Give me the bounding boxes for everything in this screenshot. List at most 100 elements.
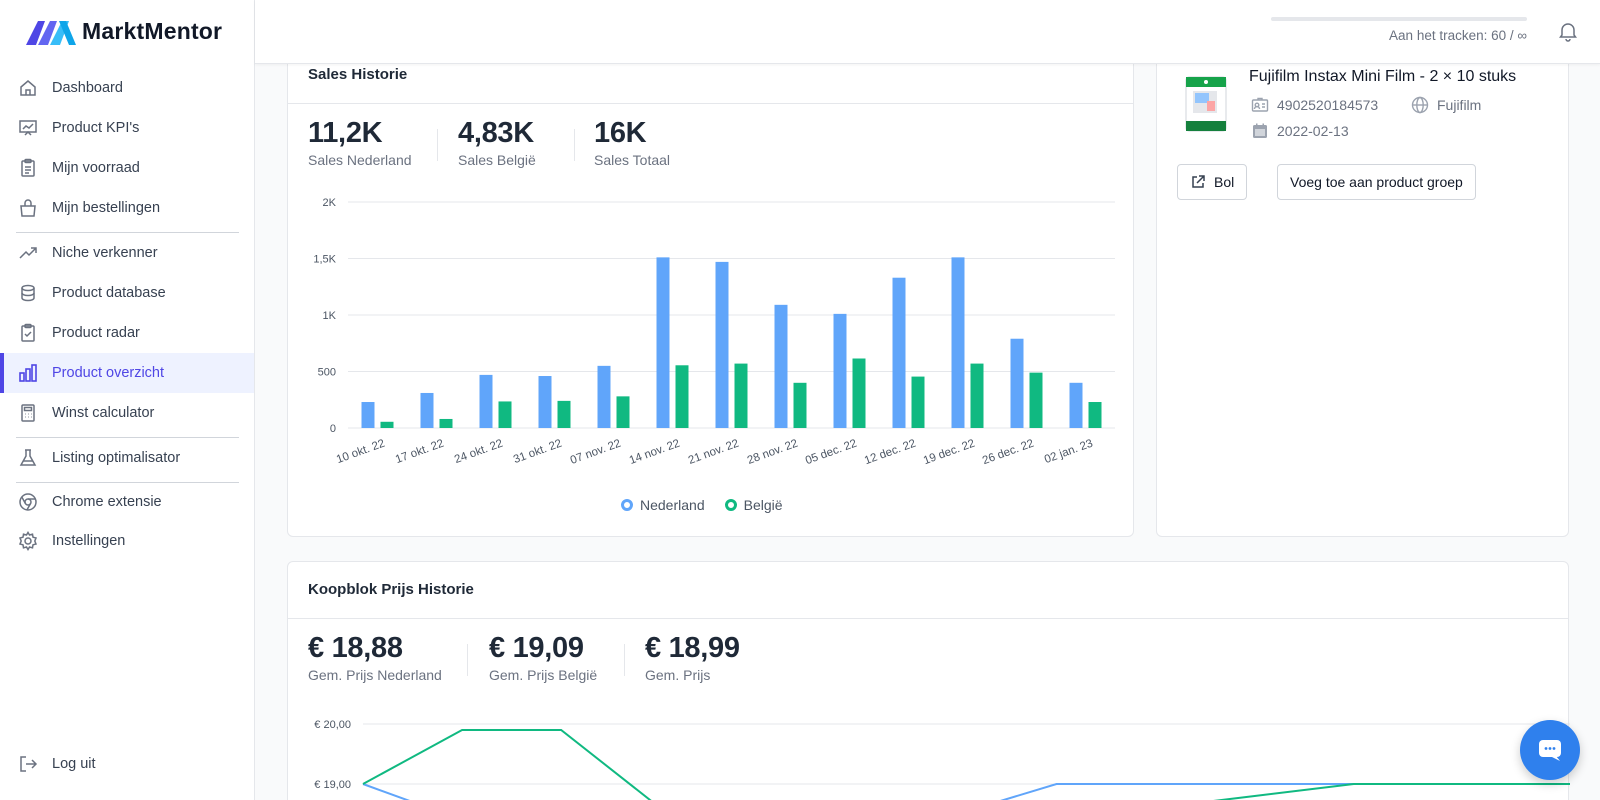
sidebar-item-label: Listing optimalisator — [52, 450, 181, 466]
bar-belgie[interactable] — [380, 421, 394, 428]
product-date: 2022-02-13 — [1251, 122, 1349, 140]
stat-value: 16K — [594, 117, 647, 149]
bol-link-button[interactable]: Bol — [1177, 164, 1248, 200]
home-icon — [18, 78, 38, 98]
logout-label: Log uit — [52, 756, 96, 772]
stat-divider — [624, 644, 625, 676]
bar-nederland[interactable] — [951, 257, 965, 428]
bar-belgie[interactable] — [439, 418, 453, 428]
x-tick-label: 07 nov. 22 — [569, 438, 623, 467]
y-tick-label: 1K — [323, 310, 337, 322]
stat-divider — [467, 644, 468, 676]
price-line-0[interactable] — [362, 783, 1570, 800]
sidebar: MarktMentor Dashboard Product KPI's Mijn… — [0, 0, 255, 800]
bar-nederland[interactable] — [656, 257, 670, 428]
y-tick-label: € 19,00 — [314, 779, 351, 791]
sidebar-item-chrome-extensie[interactable]: Chrome extensie — [0, 482, 254, 522]
product-ean-value: 4902520184573 — [1277, 97, 1379, 113]
bar-nederland[interactable] — [715, 261, 729, 428]
product-image — [1185, 75, 1227, 133]
logout-icon — [18, 754, 38, 774]
bar-belgie[interactable] — [852, 358, 866, 428]
stat-sales-total: 16K Sales Totaal — [594, 117, 670, 168]
bar-nederland[interactable] — [892, 277, 906, 428]
bar-nederland[interactable] — [1010, 338, 1024, 428]
sidebar-item-product-kpis[interactable]: Product KPI's — [0, 108, 254, 148]
tracking-progress-bar — [1271, 17, 1527, 21]
app-name: MarktMentor — [82, 18, 223, 44]
stat-divider — [437, 129, 438, 161]
sidebar-divider — [16, 437, 239, 438]
bar-belgie[interactable] — [793, 382, 807, 428]
y-tick-label: 0 — [330, 423, 336, 435]
sidebar-item-label: Chrome extensie — [52, 494, 162, 510]
bar-belgie[interactable] — [1029, 372, 1043, 428]
bar-nederland[interactable] — [833, 313, 847, 428]
trending-up-icon — [18, 243, 38, 263]
product-brand-value: Fujifilm — [1437, 97, 1482, 113]
add-to-product-group-button[interactable]: Voeg toe aan product groep — [1277, 164, 1476, 200]
chart-legend: Nederland België — [621, 497, 783, 513]
stat-sales-be: 4,83K Sales België — [458, 117, 536, 168]
sidebar-item-product-radar[interactable]: Product radar — [0, 313, 254, 353]
legend-item-nederland[interactable]: Nederland — [621, 497, 705, 513]
bar-belgie[interactable] — [498, 401, 512, 428]
bar-nederland[interactable] — [420, 392, 434, 428]
legend-item-belgie[interactable]: België — [724, 497, 783, 513]
bar-nederland[interactable] — [1069, 382, 1083, 428]
card-title: Sales Historie — [308, 66, 408, 83]
price-line-1[interactable] — [362, 729, 1570, 800]
stat-value: € 19,09 — [489, 632, 584, 664]
notifications-button[interactable] — [1557, 20, 1579, 47]
chat-button[interactable] — [1520, 720, 1580, 780]
sidebar-item-niche-verkenner[interactable]: Niche verkenner — [0, 233, 254, 273]
logo-icon — [26, 20, 76, 45]
card-divider — [288, 103, 1133, 104]
gear-icon — [18, 531, 38, 551]
sidebar-item-label: Product database — [52, 285, 166, 301]
bar-nederland[interactable] — [538, 376, 552, 428]
sidebar-item-product-database[interactable]: Product database — [0, 273, 254, 313]
product-title: Fujifilm Instax Mini Film - 2 × 10 stuks — [1249, 68, 1517, 85]
stat-price-avg: € 18,99 Gem. Prijs — [645, 632, 740, 683]
bar-nederland[interactable] — [597, 365, 611, 428]
bar-chart-icon — [18, 363, 38, 383]
stat-label: Sales België — [458, 152, 536, 168]
sidebar-item-label: Product radar — [52, 325, 140, 341]
legend-label: België — [743, 497, 783, 513]
logout-button[interactable]: Log uit — [0, 744, 254, 784]
price-line-chart: € 19,00 € 20,00 — [314, 719, 1570, 800]
sidebar-item-winst-calculator[interactable]: Winst calculator — [0, 393, 254, 433]
sidebar-item-dashboard[interactable]: Dashboard — [0, 68, 254, 108]
stat-price-be: € 19,09 Gem. Prijs België — [489, 632, 597, 683]
bar-belgie[interactable] — [970, 363, 984, 428]
sidebar-item-mijn-voorraad[interactable]: Mijn voorraad — [0, 148, 254, 188]
legend-label: Nederland — [640, 497, 705, 513]
stat-sales-nl: 11,2K Sales Nederland — [308, 117, 412, 168]
legend-marker — [621, 499, 633, 511]
stat-price-nl: € 18,88 Gem. Prijs Nederland — [308, 632, 442, 683]
bar-belgie[interactable] — [557, 400, 571, 428]
stat-label: Sales Nederland — [308, 152, 412, 168]
external-link-icon — [1192, 175, 1205, 188]
bar-belgie[interactable] — [1088, 402, 1102, 428]
sidebar-item-product-overzicht[interactable]: Product overzicht — [0, 353, 254, 393]
chrome-icon — [18, 492, 38, 512]
add-group-button-label: Voeg toe aan product groep — [1290, 174, 1463, 190]
sidebar-item-mijn-bestellingen[interactable]: Mijn bestellingen — [0, 188, 254, 228]
bar-belgie[interactable] — [675, 365, 689, 428]
sidebar-item-instellingen[interactable]: Instellingen — [0, 521, 254, 561]
bar-nederland[interactable] — [479, 374, 493, 428]
sidebar-item-label: Winst calculator — [52, 405, 155, 421]
bar-belgie[interactable] — [734, 363, 748, 428]
sidebar-item-listing-optimalisator[interactable]: Listing optimalisator — [0, 438, 254, 478]
x-tick-label: 28 nov. 22 — [746, 438, 800, 467]
app-logo[interactable]: MarktMentor — [26, 18, 222, 45]
bar-belgie[interactable] — [616, 396, 630, 428]
bar-belgie[interactable] — [911, 376, 925, 428]
sales-history-card: Sales Historie 11,2K Sales Nederland 4,8… — [287, 40, 1134, 537]
sidebar-item-label: Product overzicht — [52, 365, 165, 381]
bar-nederland[interactable] — [361, 402, 375, 428]
bar-nederland[interactable] — [774, 304, 788, 428]
stat-label: Gem. Prijs Nederland — [308, 667, 442, 683]
